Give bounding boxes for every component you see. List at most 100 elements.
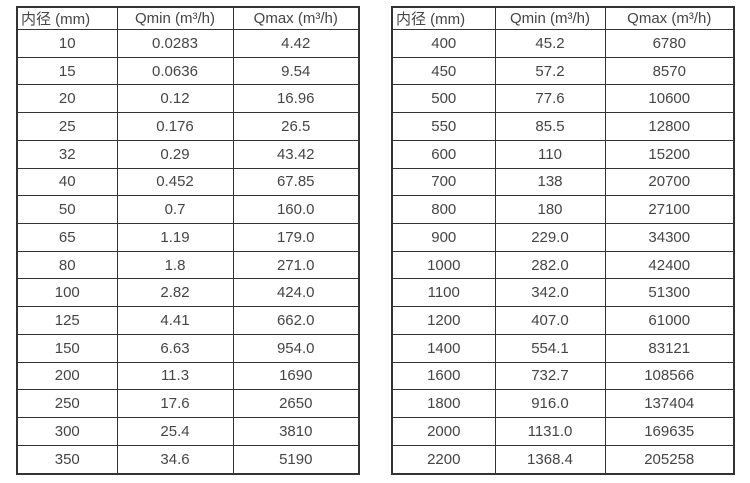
table-row: 15 0.0636 9.54 — [16, 56, 360, 86]
table-cell: 450 — [391, 56, 496, 86]
table-row: 1100 342.0 51300 — [391, 278, 735, 308]
table-cell: 138 — [494, 167, 606, 197]
table-row: 800 180 27100 — [391, 195, 735, 225]
table-row: 100 2.82 424.0 — [16, 278, 360, 308]
table-cell: 108566 — [604, 361, 735, 391]
column-header-qmax: Qmax (m³/h) — [604, 6, 735, 30]
table-cell: 10600 — [604, 84, 735, 114]
table-cell: 1690 — [232, 361, 360, 391]
table-cell: 12800 — [604, 112, 735, 141]
table-row: 2000 1131.0 169635 — [391, 417, 735, 446]
table-body: 10 0.0283 4.42 15 0.0636 9.54 20 0.12 16.96 25 0.1… — [16, 29, 360, 475]
table-cell: 150 — [16, 333, 118, 363]
table-cell: 25 — [16, 112, 118, 141]
table-row: 200 11.3 1690 — [16, 361, 360, 391]
table-cell: 20 — [16, 84, 118, 114]
column-header-qmin: Qmin (m³/h) — [116, 6, 234, 30]
table-row: 700 138 20700 — [391, 167, 735, 197]
table-header-row: 内径 (mm) Qmin (m³/h) Qmax (m³/h) — [391, 6, 735, 30]
table-cell: 1131.0 — [494, 417, 606, 446]
table-cell: 42400 — [604, 250, 735, 280]
table-cell: 1.19 — [116, 223, 234, 252]
table-cell: 1200 — [391, 306, 496, 335]
table-cell: 205258 — [604, 444, 735, 475]
table-row: 32 0.29 43.42 — [16, 139, 360, 169]
table-cell: 6.63 — [116, 333, 234, 363]
table-cell: 500 — [391, 84, 496, 114]
table-cell: 65 — [16, 223, 118, 252]
table-cell: 27100 — [604, 195, 735, 225]
table-cell: 342.0 — [494, 278, 606, 308]
table-cell: 16.96 — [232, 84, 360, 114]
table-cell: 271.0 — [232, 250, 360, 280]
table-cell: 916.0 — [494, 389, 606, 419]
table-cell: 550 — [391, 112, 496, 141]
table-cell: 40 — [16, 167, 118, 197]
table-cell: 1000 — [391, 250, 496, 280]
table-cell: 61000 — [604, 306, 735, 335]
table-row: 250 17.6 2650 — [16, 389, 360, 419]
table-cell: 200 — [16, 361, 118, 391]
flow-table-small-diameters: 内径 (mm) Qmin (m³/h) Qmax (m³/h) 10 0.0283… — [16, 6, 360, 475]
table-row: 2200 1368.4 205258 — [391, 444, 735, 475]
table-cell: 85.5 — [494, 112, 606, 141]
table-cell: 0.0283 — [116, 29, 234, 58]
table-cell: 400 — [391, 29, 496, 58]
table-cell: 15 — [16, 56, 118, 86]
table-row: 1400 554.1 83121 — [391, 333, 735, 363]
table-cell: 900 — [391, 223, 496, 252]
table-body: 400 45.2 6780 450 57.2 8570 500 77.6 10600 550 85.… — [391, 29, 735, 475]
table-row: 900 229.0 34300 — [391, 223, 735, 252]
table-cell: 1400 — [391, 333, 496, 363]
table-cell: 1.8 — [116, 250, 234, 280]
table-cell: 4.41 — [116, 306, 234, 335]
table-cell: 2650 — [232, 389, 360, 419]
table-cell: 10 — [16, 29, 118, 58]
table-row: 125 4.41 662.0 — [16, 306, 360, 335]
table-row: 65 1.19 179.0 — [16, 223, 360, 252]
table-cell: 34.6 — [116, 444, 234, 475]
table-cell: 407.0 — [494, 306, 606, 335]
table-row: 1600 732.7 108566 — [391, 361, 735, 391]
table-cell: 954.0 — [232, 333, 360, 363]
table-row: 500 77.6 10600 — [391, 84, 735, 114]
table-header-row: 内径 (mm) Qmin (m³/h) Qmax (m³/h) — [16, 6, 360, 30]
table-row: 350 34.6 5190 — [16, 444, 360, 475]
table-cell: 57.2 — [494, 56, 606, 86]
table-cell: 600 — [391, 139, 496, 169]
table-cell: 6780 — [604, 29, 735, 58]
table-cell: 26.5 — [232, 112, 360, 141]
table-row: 600 110 15200 — [391, 139, 735, 169]
table-row: 80 1.8 271.0 — [16, 250, 360, 280]
table-cell: 2200 — [391, 444, 496, 475]
table-cell: 0.12 — [116, 84, 234, 114]
table-cell: 20700 — [604, 167, 735, 197]
table-cell: 17.6 — [116, 389, 234, 419]
table-cell: 5190 — [232, 444, 360, 475]
table-cell: 424.0 — [232, 278, 360, 308]
table-cell: 9.54 — [232, 56, 360, 86]
table-cell: 2.82 — [116, 278, 234, 308]
table-row: 450 57.2 8570 — [391, 56, 735, 86]
table-cell: 0.0636 — [116, 56, 234, 86]
table-row: 1800 916.0 137404 — [391, 389, 735, 419]
flow-table-large-diameters: 内径 (mm) Qmin (m³/h) Qmax (m³/h) 400 45.2 6… — [391, 6, 735, 475]
column-header-qmin: Qmin (m³/h) — [494, 6, 606, 30]
table-row: 1000 282.0 42400 — [391, 250, 735, 280]
table-cell: 0.452 — [116, 167, 234, 197]
table-cell: 179.0 — [232, 223, 360, 252]
table-cell: 229.0 — [494, 223, 606, 252]
table-cell: 11.3 — [116, 361, 234, 391]
table-row: 300 25.4 3810 — [16, 417, 360, 446]
table-cell: 0.176 — [116, 112, 234, 141]
table-cell: 160.0 — [232, 195, 360, 225]
table-cell: 51300 — [604, 278, 735, 308]
column-header-diameter: 内径 (mm) — [16, 6, 118, 30]
table-row: 400 45.2 6780 — [391, 29, 735, 58]
table-row: 10 0.0283 4.42 — [16, 29, 360, 58]
table-cell: 2000 — [391, 417, 496, 446]
table-cell: 0.29 — [116, 139, 234, 169]
table-cell: 1368.4 — [494, 444, 606, 475]
table-cell: 180 — [494, 195, 606, 225]
table-cell: 662.0 — [232, 306, 360, 335]
